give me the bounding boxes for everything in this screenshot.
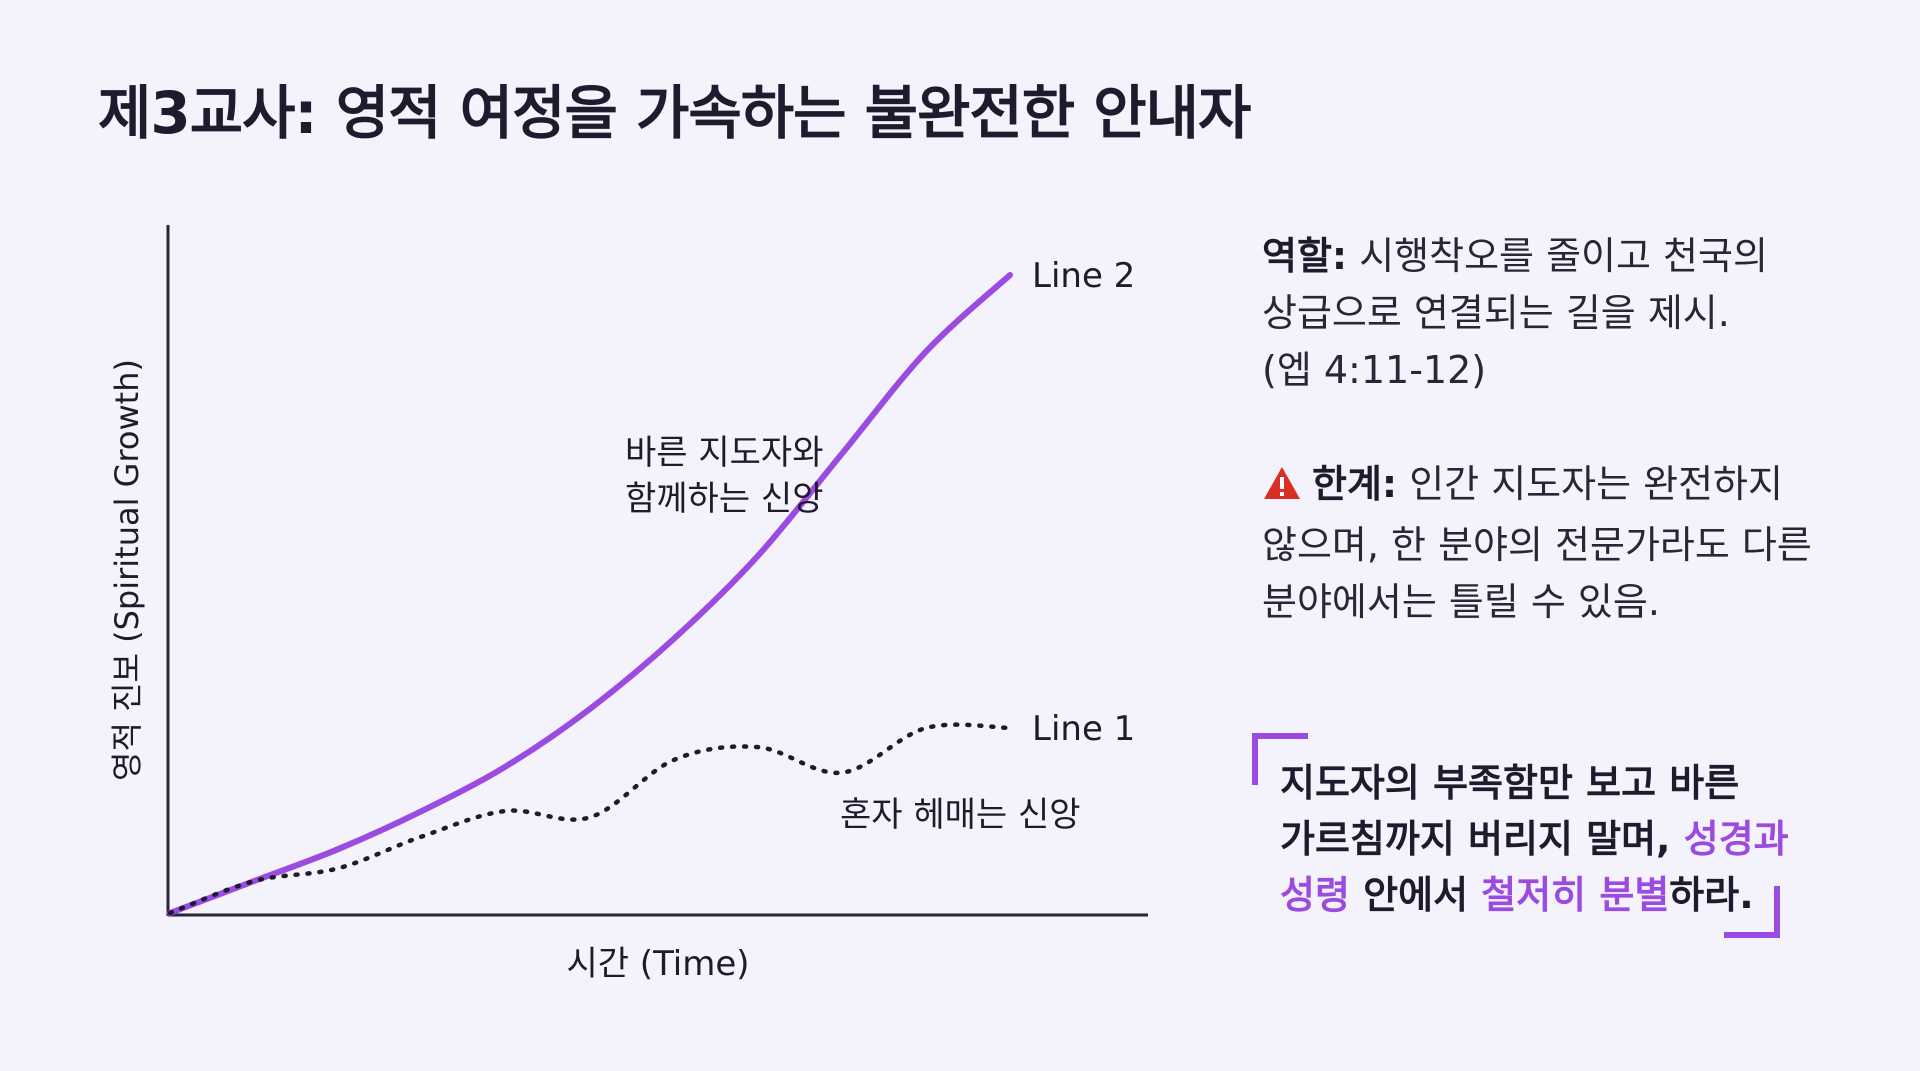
line1-series — [167, 722, 1013, 916]
role-label: 역할: — [1262, 234, 1348, 278]
line2-annotation-line1: 바른 지도자와 — [625, 433, 824, 473]
quote-bracket-close — [1724, 886, 1780, 938]
role-block: 역할: 시행착오를 줄이고 천국의 상급으로 연결되는 길을 제시. (엡 4:… — [1262, 228, 1862, 399]
line2-legend-label: Line 2 — [1032, 256, 1135, 296]
quote-bracket-open — [1252, 733, 1308, 785]
x-axis-label: 시간 (Time) — [566, 944, 749, 984]
callout-quote: 지도자의 부족함만 보고 바른 가르침까지 버리지 말며, 성경과 성령 안에서… — [1252, 733, 1789, 938]
warning-icon — [1262, 460, 1302, 517]
quote-highlight-spirit: 성령 — [1280, 873, 1350, 917]
limit-text-line1: 인간 지도자는 완전하지 — [1409, 462, 1783, 506]
limit-label: 한계: — [1312, 462, 1398, 506]
line1-annotation: 혼자 헤매는 신앙 — [840, 795, 1081, 835]
y-axis-label: 영적 진보 (Spiritual Growth) — [108, 359, 146, 781]
quote-highlight-scripture: 성경과 — [1683, 817, 1789, 861]
quote-highlight-discern: 철저히 분별 — [1481, 873, 1670, 917]
role-text-line1: 시행착오를 줄이고 천국의 — [1359, 234, 1768, 278]
quote-line3-end: 하라. — [1669, 873, 1754, 917]
limit-text-line2: 않으며, 한 분야의 전문가라도 다른 — [1262, 523, 1812, 567]
role-reference: (엡 4:11-12) — [1262, 348, 1487, 392]
quote-line2: 가르침까지 버리지 말며, — [1280, 817, 1684, 861]
limit-block: 한계: 인간 지도자는 완전하지 않으며, 한 분야의 전문가라도 다른 분야에… — [1262, 456, 1862, 631]
quote-line1: 지도자의 부족함만 보고 바른 — [1280, 761, 1740, 805]
quote-line3-mid: 안에서 — [1349, 873, 1482, 917]
limit-text-line3: 분야에서는 틀릴 수 있음. — [1262, 580, 1660, 624]
quote-text: 지도자의 부족함만 보고 바른 가르침까지 버리지 말며, 성경과 성령 안에서… — [1280, 755, 1800, 923]
slide-title: 제3교사: 영적 여정을 가속하는 불완전한 안내자 — [98, 79, 1251, 147]
line2-annotation-line2: 함께하는 신앙 — [625, 479, 824, 519]
line2-series — [167, 272, 1013, 916]
line1-legend-label: Line 1 — [1032, 709, 1135, 749]
info-panel: 역할: 시행착오를 줄이고 천국의 상급으로 연결되는 길을 제시. (엡 4:… — [1262, 228, 1862, 631]
role-text-line2: 상급으로 연결되는 길을 제시. — [1262, 291, 1730, 335]
